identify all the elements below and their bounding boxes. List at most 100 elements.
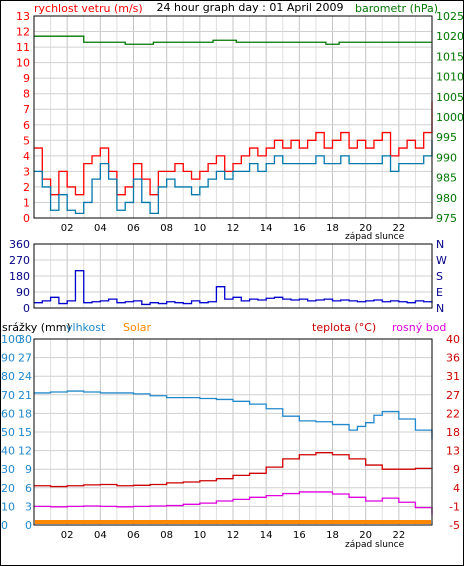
right-tick-label: 1005 <box>436 91 464 104</box>
srazky-tick-label: 60 <box>1 407 15 420</box>
vlhkost-tick-label: 21 <box>18 389 32 402</box>
plot-border <box>33 15 433 219</box>
right-tick-label: 975 <box>436 212 457 225</box>
right-ticks: 975 980 985 990 995 1000 1005 1010 1015 1020 1025 <box>436 10 464 225</box>
srazky-tick-label: 30 <box>1 463 15 476</box>
srazky-tick-label: 40 <box>1 445 15 458</box>
x-tick-label: 08 <box>160 223 173 234</box>
vlhkost-tick-label: 6 <box>25 482 32 495</box>
temperature-humidity-panel: srážky (mm) vlhkost Solar teplota (°C) r… <box>1 321 460 550</box>
x-ticks: 02 04 06 08 10 12 14 16 18 20 22 <box>61 530 405 541</box>
left-tick-label: 6 <box>23 119 30 132</box>
teplota-tick-label: -1 <box>449 500 460 513</box>
teplota-tick-label: 27 <box>446 389 460 402</box>
series-line <box>34 101 433 196</box>
x-tick-label: 14 <box>260 223 273 234</box>
right-tick-label: W <box>436 254 447 267</box>
teplota-tick-label: 22 <box>446 407 460 420</box>
teplota-tick-label: 31 <box>446 370 460 383</box>
teplota-label: teplota (°C) <box>312 321 376 334</box>
teplota-tick-label: 4 <box>453 482 460 495</box>
left-tick-label: 8 <box>23 88 30 101</box>
right-tick-label: 1000 <box>436 111 464 124</box>
teplota-tick-label: 13 <box>446 445 460 458</box>
series-line <box>34 270 433 306</box>
sunset-annotation: západ slunce <box>345 540 405 550</box>
x-tick-label: 16 <box>293 223 306 234</box>
series-lines <box>34 390 433 524</box>
left-tick-label: 270 <box>9 254 30 267</box>
right-tick-label: 1015 <box>436 50 464 63</box>
right-tick-label: 1010 <box>436 71 464 84</box>
grid <box>34 339 432 525</box>
x-tick-label: 18 <box>326 223 339 234</box>
teplota-tick-label: 9 <box>453 463 460 476</box>
right-tick-label: 990 <box>436 151 457 164</box>
left-tick-label: 3 <box>23 165 30 178</box>
left-tick-label: 0 <box>23 302 30 315</box>
right-tick-label: N <box>436 238 444 251</box>
teplota-tick-label: -5 <box>449 519 460 532</box>
vlhkost-label: vlhkost <box>66 321 106 334</box>
wind-baro-panel: rychlost vetru (m/s) 24 hour graph day :… <box>16 1 464 242</box>
left-tick-label: 4 <box>23 150 30 163</box>
vlhkost-tick-label: 24 <box>18 370 32 383</box>
x-tick-label: 18 <box>326 530 339 541</box>
series-lines <box>34 270 433 306</box>
x-tick-label: 04 <box>94 530 107 541</box>
left-tick-label: 7 <box>23 103 30 116</box>
left-tick-label: 2 <box>23 181 30 194</box>
x-tick-label: 06 <box>127 530 140 541</box>
srazky-tick-label: 80 <box>1 370 15 383</box>
left-tick-label: 90 <box>16 286 30 299</box>
right-tick-label: 985 <box>436 172 457 185</box>
left-tick-label: 0 <box>23 212 30 225</box>
vlhkost-tick-label: 15 <box>18 426 32 439</box>
x-tick-label: 10 <box>193 223 206 234</box>
plot-border <box>33 243 433 309</box>
left-tick-label: 180 <box>9 270 30 283</box>
x-tick-label: 20 <box>359 223 372 234</box>
vlhkost-tick-label: 0 <box>25 519 32 532</box>
grid <box>34 16 432 218</box>
right-tick-label: S <box>436 270 443 283</box>
vlhkost-tick-label: 9 <box>25 463 32 476</box>
vlhkost-tick-label: 27 <box>18 352 32 365</box>
srazky-tick-label: 0 <box>1 519 8 532</box>
series-line <box>34 140 433 214</box>
x-tick-label: 04 <box>94 223 107 234</box>
x-tick-label: 16 <box>293 530 306 541</box>
x-ticks: 02 04 06 08 10 12 14 16 18 20 22 <box>61 223 405 234</box>
left-tick-label: 12 <box>16 26 30 39</box>
series-lines <box>34 35 433 214</box>
vlhkost-tick-label: 3 <box>25 500 32 513</box>
left-axis-label: rychlost vetru (m/s) <box>34 2 143 15</box>
rosny-label: rosný bod <box>392 321 446 334</box>
x-tick-label: 14 <box>260 530 273 541</box>
x-tick-label: 02 <box>61 223 74 234</box>
series-line <box>34 35 432 45</box>
x-tick-label: 06 <box>127 223 140 234</box>
series-line <box>34 452 433 488</box>
series-line <box>34 390 433 440</box>
grid <box>34 244 432 308</box>
solar-bar <box>35 520 431 524</box>
teplota-tick-label: 40 <box>446 333 460 346</box>
right-tick-label: 1025 <box>436 10 464 23</box>
srazky-tick-label: 100 <box>1 333 22 346</box>
srazky-tick-label: 90 <box>1 352 15 365</box>
x-tick-label: 10 <box>193 530 206 541</box>
srazky-tick-label: 70 <box>1 389 15 402</box>
plot-border <box>33 338 433 526</box>
srazky-label: srážky (mm) <box>2 321 71 334</box>
teplota-tick-label: 18 <box>446 426 460 439</box>
x-tick-label: 12 <box>227 530 240 541</box>
teplota-tick-label: 36 <box>446 352 460 365</box>
x-tick-label: 02 <box>61 530 74 541</box>
